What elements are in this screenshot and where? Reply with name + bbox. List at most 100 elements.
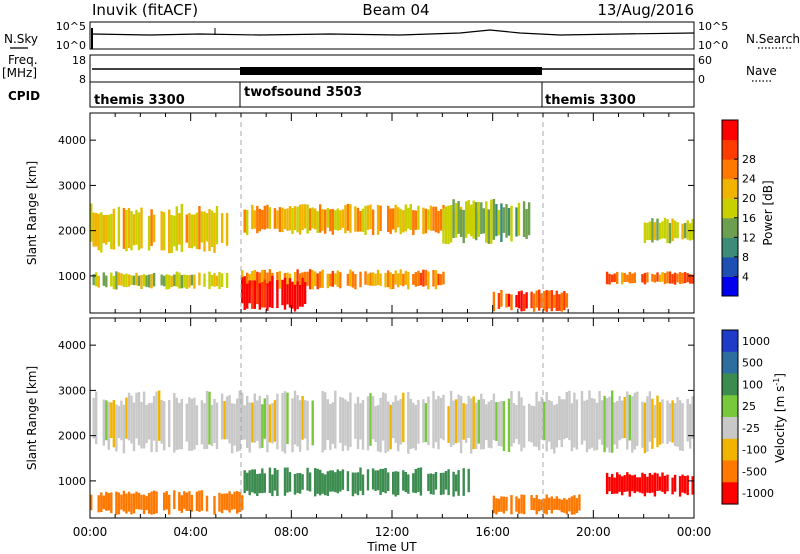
- power-cell-band-2: [321, 209, 324, 231]
- velocity-cell-band-0: [173, 393, 176, 453]
- power-cell-band-0: [193, 214, 196, 247]
- velocity-cell-band-0: [142, 391, 146, 449]
- power-cell-band-4: [291, 281, 294, 309]
- velocity-colorbar-swatch: [722, 373, 738, 396]
- power-cell-band-1: [215, 275, 219, 287]
- power-cell-band-7: [658, 274, 662, 283]
- velocity-cell-band-0: [248, 402, 251, 453]
- power-cell-band-5: [487, 209, 490, 244]
- freq-right-tick-top: 60: [698, 54, 712, 67]
- velocity-cell-band-0: [553, 404, 556, 454]
- cpid-segment-1: twofsound 3503: [244, 85, 362, 100]
- power-cell-band-3: [442, 271, 445, 285]
- power-cell-band-4: [241, 277, 244, 304]
- power-cell-band-3: [253, 269, 256, 287]
- power-cell-band-2: [276, 210, 279, 229]
- velocity-cell-band-0: [532, 406, 536, 447]
- velocity-cell-band-3: [545, 494, 548, 515]
- power-cell-band-5: [497, 209, 501, 236]
- velocity-cell-band-2: [165, 491, 168, 510]
- power-cell-band-2: [389, 208, 392, 234]
- velocity-cell-band-3: [500, 496, 503, 512]
- velocity-cell-band-2: [122, 490, 126, 512]
- x-tick-label: 16:00: [475, 525, 510, 539]
- velocity-cell-band-3: [535, 495, 538, 515]
- velocity-cell-band-2: [97, 495, 100, 513]
- velocity-cell-band-2: [110, 492, 113, 514]
- power-cell-band-1: [125, 273, 128, 288]
- velocity-cell-band-1: [336, 469, 339, 494]
- velocity-cell-band-0: [122, 404, 126, 454]
- velocity-cell-band-0: [354, 403, 357, 439]
- velocity-cell-band-1: [298, 473, 302, 494]
- power-cell-band-5: [527, 202, 531, 236]
- velocity-cell-band-0: [648, 391, 652, 442]
- velocity-cell-band-3: [553, 498, 556, 510]
- velocity-cell-band-4: [646, 476, 649, 493]
- power-cell-band-5: [505, 204, 508, 238]
- velocity-ytick-label: 4000: [58, 339, 86, 352]
- nsky-label: N.Sky: [4, 32, 38, 46]
- power-cell-band-0: [125, 209, 128, 252]
- velocity-cell-band-0: [656, 395, 659, 448]
- power-cell-band-2: [334, 210, 337, 230]
- velocity-cell-band-2: [90, 494, 93, 511]
- power-cell-band-2: [306, 204, 309, 234]
- power-cell-band-3: [366, 273, 370, 286]
- velocity-cell-band-0: [180, 399, 183, 450]
- velocity-cell-band-0: [399, 398, 402, 445]
- velocity-cell-band-0: [560, 399, 563, 448]
- velocity-cell-band-0: [616, 400, 619, 449]
- power-cell-band-1: [178, 272, 181, 289]
- velocity-cell-band-2: [135, 491, 138, 510]
- power-cell-band-3: [364, 271, 367, 285]
- power-cell-band-1: [203, 273, 206, 287]
- velocity-cell-band-4: [626, 472, 629, 492]
- power-cell-band-2: [339, 210, 342, 230]
- power-cell-band-5: [442, 208, 445, 244]
- power-cell-band-2: [394, 204, 397, 233]
- power-cell-band-6: [543, 291, 546, 311]
- velocity-cell-band-0: [251, 402, 254, 443]
- velocity-cell-band-2: [183, 491, 186, 509]
- velocity-cell-band-0: [223, 401, 226, 440]
- power-cell-band-2: [344, 205, 347, 234]
- velocity-cell-band-0: [241, 392, 244, 440]
- power-cell-band-7: [621, 272, 624, 285]
- power-cell-band-2: [243, 209, 246, 233]
- velocity-cell-band-0: [376, 405, 380, 452]
- velocity-cell-band-2: [168, 494, 171, 515]
- velocity-cell-band-0: [598, 391, 601, 440]
- velocity-cell-band-0: [643, 402, 647, 454]
- velocity-cell-band-3: [555, 496, 558, 510]
- velocity-colorbar-swatch: [722, 395, 738, 418]
- velocity-cell-band-4: [621, 476, 624, 496]
- velocity-cell-band-0: [686, 399, 689, 442]
- velocity-cell-band-1: [331, 470, 334, 492]
- power-cell-band-7: [605, 271, 609, 285]
- velocity-cell-band-1: [404, 472, 407, 493]
- velocity-cell-band-0: [293, 390, 297, 445]
- power-cell-band-8: [646, 222, 649, 241]
- power-cell-band-3: [394, 270, 397, 285]
- freq-right-tick-bottom: 0: [698, 73, 705, 86]
- power-cell-band-2: [429, 205, 433, 231]
- nsky-right-tick-top: 10^5: [698, 20, 728, 33]
- power-cell-band-2: [256, 205, 259, 234]
- power-cell-band-3: [402, 273, 405, 287]
- velocity-cell-band-0: [258, 395, 261, 449]
- velocity-colorbar-tick-label: -25: [742, 422, 760, 435]
- velocity-cell-band-1: [361, 474, 365, 496]
- power-cell-band-3: [371, 272, 375, 286]
- velocity-cell-band-0: [646, 396, 649, 452]
- velocity-cell-band-3: [543, 498, 546, 514]
- velocity-cell-band-1: [417, 467, 420, 492]
- power-colorbar-swatch: [722, 276, 738, 297]
- velocity-cell-band-0: [618, 396, 621, 441]
- power-colorbar-swatch: [722, 139, 738, 160]
- power-cell-band-0: [130, 211, 133, 251]
- velocity-cell-band-0: [268, 404, 272, 443]
- velocity-cell-band-0: [439, 397, 443, 439]
- power-cell-band-6: [497, 293, 501, 309]
- velocity-cell-band-4: [683, 476, 687, 494]
